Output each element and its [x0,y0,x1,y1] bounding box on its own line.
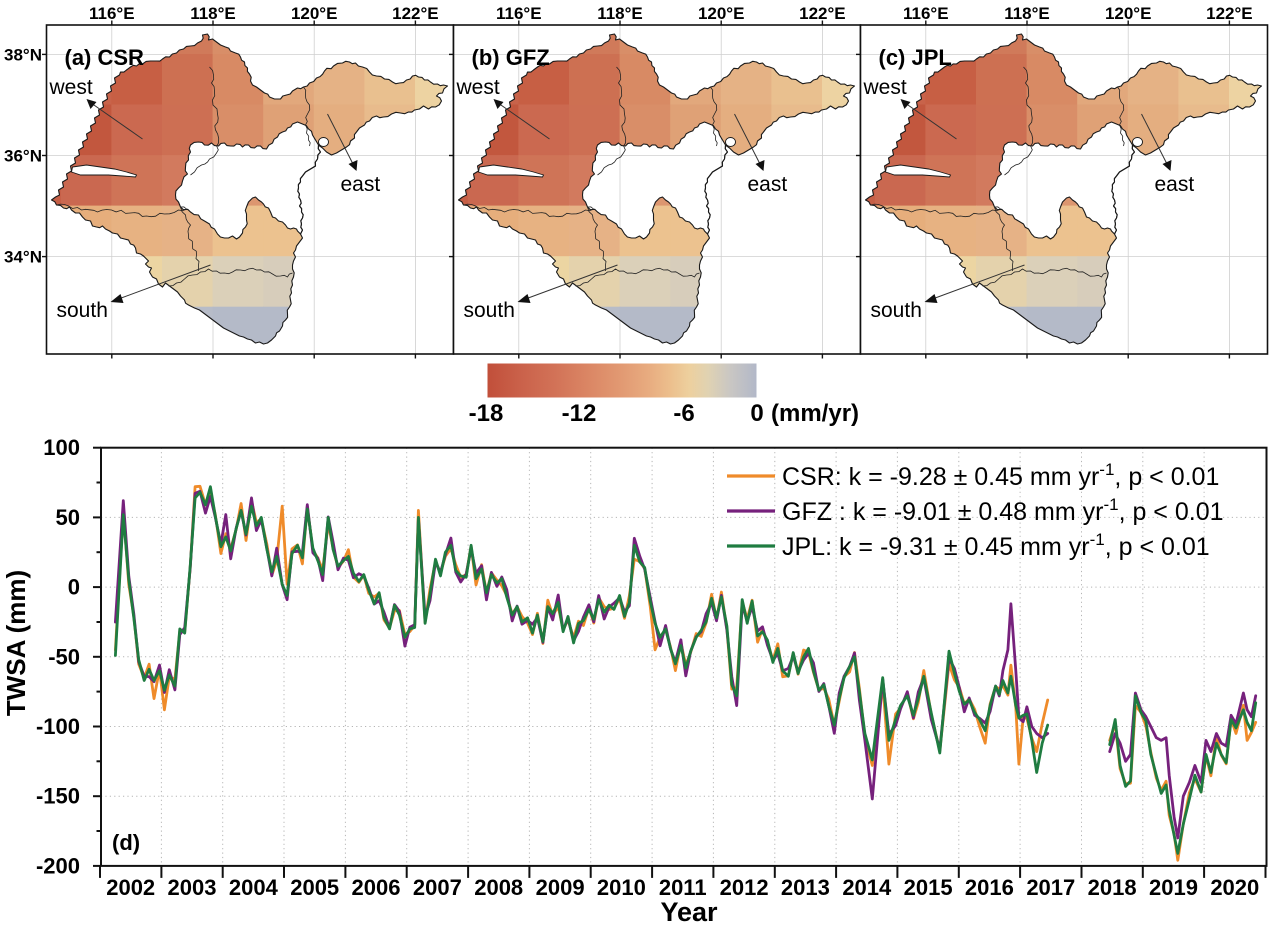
svg-text:2011: 2011 [659,875,707,900]
svg-text:2005: 2005 [290,875,339,900]
svg-text:2020: 2020 [1210,875,1259,900]
svg-text:(d): (d) [112,830,140,855]
svg-text:-12: -12 [562,400,597,427]
svg-text:2017: 2017 [1026,875,1075,900]
svg-text:2003: 2003 [168,875,217,900]
svg-text:116°E: 116°E [496,4,542,23]
svg-text:122°E: 122°E [1206,4,1253,23]
svg-text:0: 0 [68,575,80,600]
svg-text:118°E: 118°E [597,4,643,23]
svg-text:116°E: 116°E [903,4,949,23]
svg-text:2006: 2006 [352,875,401,900]
svg-text:2015: 2015 [904,875,953,900]
svg-text:2013: 2013 [781,875,830,900]
svg-text:34°N: 34°N [4,248,42,267]
svg-text:CSR: k = -9.28 ± 0.45 mm yr-1,: CSR: k = -9.28 ± 0.45 mm yr-1, p < 0.01 [782,460,1219,491]
svg-text:-100: -100 [36,714,80,739]
svg-text:38°N: 38°N [4,45,42,64]
svg-text:2019: 2019 [1149,875,1198,900]
svg-text:36°N: 36°N [4,147,42,166]
svg-text:-150: -150 [36,784,80,809]
svg-text:2014: 2014 [842,875,892,900]
svg-text:2004: 2004 [229,875,279,900]
svg-text:0: 0 [750,400,763,427]
svg-text:(c) JPL: (c) JPL [879,45,952,70]
svg-text:-50: -50 [48,644,80,669]
svg-text:JPL: k = -9.31 ± 0.45 mm yr-1,: JPL: k = -9.31 ± 0.45 mm yr-1, p < 0.01 [782,530,1210,561]
svg-text:(a) CSR: (a) CSR [65,45,145,70]
svg-text:122°E: 122°E [799,4,846,23]
svg-text:-6: -6 [673,400,694,427]
svg-text:2018: 2018 [1088,875,1137,900]
svg-text:-18: -18 [469,400,504,427]
svg-text:(mm/yr): (mm/yr) [771,400,859,427]
svg-text:122°E: 122°E [392,4,439,23]
svg-text:2012: 2012 [720,875,769,900]
svg-text:2009: 2009 [536,875,585,900]
svg-text:2010: 2010 [597,875,646,900]
svg-text:(b) GFZ: (b) GFZ [472,45,550,70]
svg-text:100: 100 [43,435,80,460]
svg-text:118°E: 118°E [1004,4,1050,23]
svg-text:50: 50 [56,505,80,530]
svg-text:120°E: 120°E [698,4,745,23]
svg-text:GFZ : k = -9.01 ± 0.48 mm yr-1: GFZ : k = -9.01 ± 0.48 mm yr-1, p < 0.01 [782,495,1224,526]
svg-text:116°E: 116°E [89,4,135,23]
svg-text:2002: 2002 [106,875,155,900]
svg-text:Year: Year [660,897,718,927]
svg-text:2016: 2016 [965,875,1014,900]
svg-text:2007: 2007 [413,875,462,900]
svg-text:118°E: 118°E [190,4,236,23]
svg-text:2008: 2008 [474,875,523,900]
svg-text:-200: -200 [36,853,80,878]
svg-text:TWSA (mm): TWSA (mm) [1,570,31,716]
svg-text:120°E: 120°E [1105,4,1152,23]
svg-text:120°E: 120°E [291,4,338,23]
